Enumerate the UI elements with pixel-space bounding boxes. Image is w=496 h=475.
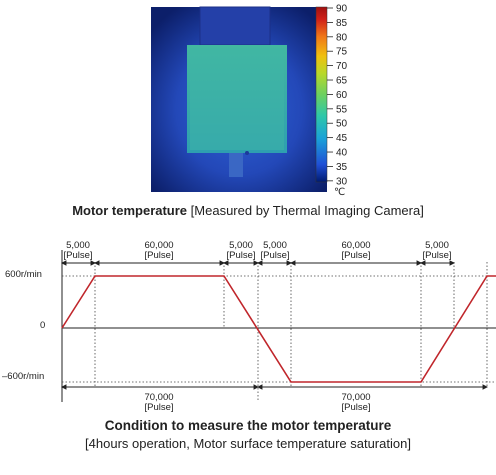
segment-unit: [Pulse] [422,250,451,261]
colorbar-tick-label: 75 [336,47,348,58]
segment-unit: [Pulse] [63,250,92,261]
segment-unit: [Pulse] [226,250,255,261]
colorbar-unit: ℃ [334,187,345,198]
temperature-colorbar: 90 85 80 75 70 65 60 55 50 45 40 35 30℃ [315,4,348,198]
colorbar-tick-label: 35 [336,162,348,173]
segment-unit: [Pulse] [144,250,173,261]
thermal-image [151,6,327,192]
colorbar-tick-label: 60 [336,90,348,101]
colorbar-tick-label: 30 [336,176,348,187]
thermal-caption-bracket: [Measured by Thermal Imaging Camera] [190,203,424,218]
guide-lines [94,262,488,402]
y-label-600: 600r/min [5,269,42,280]
segment-unit: [Pulse] [260,250,289,261]
segment-value: 5,000 [66,240,90,251]
segment-value: 60,000 [144,240,173,251]
motor-flange [199,6,271,46]
bottom-segment-labels: 70,000 [Pulse] 70,000 [Pulse] [144,392,370,413]
colorbar-tick-label: 80 [336,32,348,43]
bottom-dimension-arrows [60,384,489,390]
diagram-title: Condition to measure the motor temperatu… [104,418,392,433]
thermal-caption: Motor temperature [Measured by Thermal I… [0,203,496,218]
colorbar-tick-label: 45 [336,133,348,144]
top-segment-labels: 5,000 [Pulse] 60,000 [Pulse] 5,000 [Puls… [63,240,451,261]
colorbar-tick-label: 85 [336,18,348,29]
segment-value: 70,000 [341,392,370,403]
y-label-zero: 0 [40,320,45,331]
colorbar-tick-label: 90 [336,4,348,15]
y-label-neg600: –600r/min [2,371,44,382]
segment-value: 70,000 [144,392,173,403]
colorbar-tick-label: 70 [336,61,348,72]
segment-unit: [Pulse] [341,402,370,413]
colorbar-tick-label: 50 [336,119,348,130]
segment-unit: [Pulse] [341,250,370,261]
segment-value: 5,000 [263,240,287,251]
colorbar-tick-label: 65 [336,76,348,87]
diagram-subtitle: [4hours operation, Motor surface tempera… [85,436,411,451]
speed-profile-diagram: 600r/min 0 –600r/min 5,000 [Pulse] 60,00… [2,240,496,413]
colorbar-tick-label: 55 [336,104,348,115]
speed-profile-line [61,275,496,383]
segment-value: 5,000 [229,240,253,251]
motor-shaft [229,153,243,177]
colorbar-tick-label: 40 [336,148,348,159]
segment-value: 5,000 [425,240,449,251]
thermal-caption-bold: Motor temperature [72,203,188,218]
segment-unit: [Pulse] [144,402,173,413]
top-dimension-arrows [60,260,456,266]
segment-value: 60,000 [341,240,370,251]
thermal-figure: 90 85 80 75 70 65 60 55 50 45 40 35 30℃ [151,4,348,198]
